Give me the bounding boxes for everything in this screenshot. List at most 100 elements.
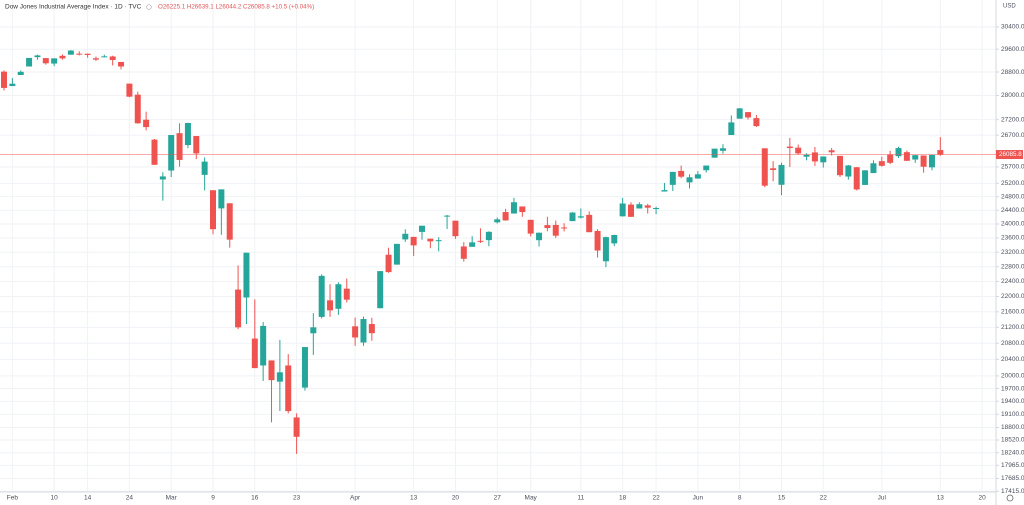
candle-body: [887, 154, 894, 163]
candle-body: [653, 207, 660, 209]
candle-body: [251, 338, 258, 369]
candle-body: [862, 170, 869, 185]
candle-body: [678, 170, 685, 177]
candle-body: [628, 204, 634, 217]
y-tick-label: 17965.0: [1001, 462, 1024, 469]
y-tick-label: 19100.0: [1001, 411, 1024, 418]
candle-body: [235, 289, 242, 328]
candle-body: [193, 136, 200, 154]
candle-body: [753, 118, 760, 127]
y-tick-label: 18800.0: [1001, 424, 1024, 431]
candle-body: [151, 139, 158, 165]
candle-body: [9, 83, 16, 87]
candle-body: [285, 365, 292, 412]
candle-body: [469, 242, 476, 247]
candle-body: [226, 203, 233, 240]
candle-body: [92, 58, 99, 60]
x-tick-label: 20: [979, 495, 987, 502]
candle-body: [134, 94, 141, 124]
candle-body: [803, 154, 810, 157]
candle-body: [435, 240, 442, 242]
settings-button[interactable]: [1006, 494, 1014, 502]
x-tick-label: Jun: [693, 495, 704, 502]
y-tick-label: 17685.0: [1001, 475, 1024, 482]
x-tick-label: 16: [251, 495, 259, 502]
candle-body: [761, 148, 768, 186]
candle-body: [352, 326, 359, 338]
candle-body: [118, 61, 125, 67]
candle-body: [561, 227, 568, 229]
candle-body: [343, 288, 350, 300]
x-tick-label: Feb: [7, 495, 19, 502]
candle-body: [519, 206, 526, 213]
candle-body: [719, 148, 726, 151]
y-tick-label: 24400.0: [1001, 207, 1024, 214]
candle-body: [895, 148, 902, 157]
y-tick-label: 20400.0: [1001, 356, 1024, 363]
y-tick-label: 29600.0: [1001, 46, 1024, 53]
x-tick-label: 13: [410, 495, 418, 502]
y-tick-label: 20000.0: [1001, 373, 1024, 380]
x-tick-label: 8: [738, 495, 742, 502]
y-tick-label: 22400.0: [1001, 278, 1024, 285]
candle-body: [745, 112, 752, 118]
candle-body: [611, 234, 618, 244]
x-tick-label: 10: [51, 495, 59, 502]
candle-body: [260, 325, 267, 366]
candle-body: [786, 146, 793, 149]
candle-body: [669, 171, 676, 185]
candle-body: [17, 71, 24, 76]
candle-body: [59, 55, 66, 59]
candle-body: [644, 205, 651, 208]
candle-body: [711, 148, 718, 158]
x-tick-label: 27: [494, 495, 502, 502]
x-tick-label: May: [525, 495, 538, 502]
x-tick-label: 22: [820, 495, 828, 502]
candle-body: [444, 215, 451, 217]
candle-body: [402, 233, 409, 240]
candle-body: [586, 214, 593, 233]
candle-body: [126, 83, 133, 97]
candle-body: [101, 56, 108, 58]
y-tick-label: 27200.0: [1001, 116, 1024, 123]
x-tick-label: 20: [452, 495, 460, 502]
x-tick-label: Mar: [166, 495, 178, 502]
candle-body: [770, 168, 777, 171]
candle-body: [494, 219, 501, 223]
candle-body: [51, 58, 58, 64]
candle-body: [243, 252, 250, 298]
candle-body: [301, 347, 308, 388]
candle-body: [527, 219, 534, 234]
candle-body: [928, 154, 935, 168]
candle-body: [820, 156, 827, 163]
y-tick-label: 18240.0: [1001, 449, 1024, 456]
y-tick-label: 28000.0: [1001, 92, 1024, 99]
candle-body: [335, 284, 342, 309]
candle-body: [837, 155, 843, 176]
grid: [0, 0, 996, 492]
chart-title: Dow Jones Industrial Average Index · 1D …: [5, 4, 142, 11]
y-tick-label: 26700.0: [1001, 132, 1024, 139]
candles: [1, 50, 944, 454]
candle-body: [310, 327, 317, 334]
candle-body: [377, 271, 384, 309]
candle-body: [201, 161, 208, 175]
candle-body: [293, 417, 300, 437]
candle-body: [510, 202, 517, 214]
x-tick-label: Jul: [878, 495, 887, 502]
candle-body: [778, 164, 785, 185]
candle-body: [795, 147, 802, 154]
candle-body: [26, 57, 33, 67]
candle-body: [594, 230, 601, 251]
candle-body: [502, 212, 509, 221]
candle-body: [811, 152, 818, 162]
y-tick-label: 21200.0: [1001, 324, 1024, 331]
candle-body: [1, 71, 7, 88]
ohlc-legend: O26225.1 H26639.1 L26044.2 C26085.8 +10.…: [158, 4, 314, 11]
candle-body: [577, 216, 584, 218]
y-tick-label: 22000.0: [1001, 293, 1024, 300]
y-tick-label: 19400.0: [1001, 398, 1024, 405]
candle-body: [42, 58, 49, 64]
candle-body: [853, 167, 860, 190]
